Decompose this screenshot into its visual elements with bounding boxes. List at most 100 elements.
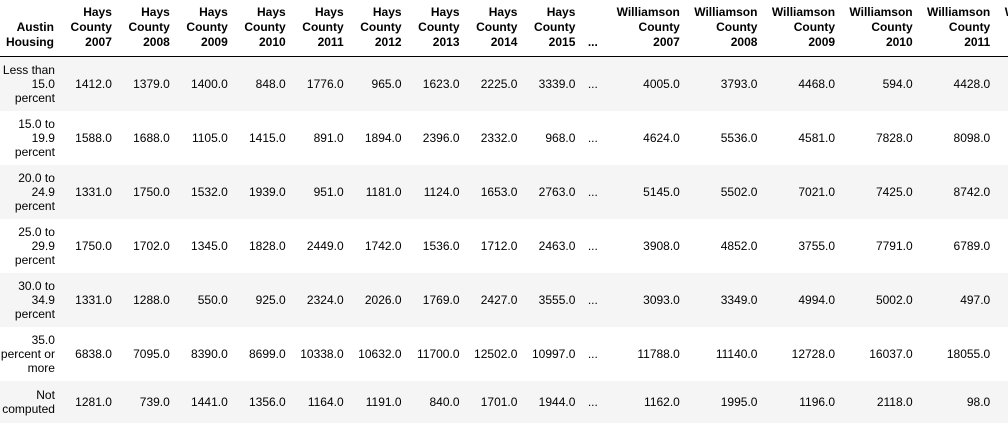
table-cell: 8390.0 — [191, 346, 228, 361]
table-cell: 2427.0 — [480, 292, 518, 307]
table-cell: 840.0 — [429, 394, 460, 409]
column-header: Williamson County 2011 — [916, 0, 995, 57]
table-cell: 8699.0 — [248, 346, 286, 361]
table-cell: 497.0 — [960, 292, 991, 307]
table-cell: 1939.0 — [248, 184, 286, 199]
table-cell: 1412.0 — [75, 76, 112, 91]
table-cell: 1588.0 — [75, 130, 112, 145]
table-cell: 1712.0 — [480, 238, 518, 253]
dataframe-table: Austin Housing Hays County 2007 Hays Coun… — [0, 0, 1008, 423]
table-cell: 3755.0 — [798, 238, 836, 253]
row-label: 30.0 to 34.9 percent — [14, 278, 55, 321]
table-cell: 1750.0 — [75, 238, 112, 253]
table-cell: 11700.0 — [417, 346, 460, 361]
table-cell: 1532.0 — [191, 184, 228, 199]
table-row: Less than 15.0 percent 1412.0 1379.0 1400.0… — [0, 56, 1008, 111]
table-cell: 3093.0 — [643, 292, 680, 307]
table-cell: 1944.0 — [538, 394, 576, 409]
table-cell: 43 — [994, 273, 1008, 327]
column-header: Hays County 2008 — [115, 0, 174, 57]
column-header: Hays County 2013 — [405, 0, 464, 57]
table-cell: 1105.0 — [191, 130, 228, 145]
table-cell: 4468.0 — [798, 76, 836, 91]
table-cell: 2396.0 — [422, 130, 460, 145]
table-cell: 925.0 — [255, 292, 286, 307]
table-cell: 3339.0 — [538, 76, 576, 91]
table-cell: 16037.0 — [869, 346, 913, 361]
table-cell: 1769.0 — [422, 292, 460, 307]
table-cell: 10338.0 — [300, 346, 344, 361]
column-header: Williamson County 2010 — [839, 0, 917, 57]
table-cell: 739.0 — [139, 394, 170, 409]
table-cell: 11140.0 — [715, 346, 758, 361]
table-cell: 1162.0 — [644, 394, 680, 409]
table-cell: 1181.0 — [365, 184, 402, 199]
table-cell: 1623.0 — [422, 76, 460, 91]
table-cell: 7095.0 — [133, 346, 170, 361]
ellipsis-cell: ... — [587, 76, 598, 91]
row-label: 15.0 to 19.9 percent — [14, 116, 55, 159]
table-cell: 72 — [994, 57, 1008, 111]
table-cell: 3555.0 — [538, 292, 576, 307]
table-cell: 1742.0 — [364, 238, 402, 253]
ellipsis-cell: ... — [587, 292, 598, 307]
row-label: Less than 15.0 percent — [2, 62, 55, 105]
table-cell: 4624.0 — [643, 130, 680, 145]
table-cell: 1191.0 — [365, 394, 402, 409]
table-cell: 4428.0 — [953, 76, 991, 91]
table-row: 15.0 to 19.9 percent 1588.0 1688.0 1105.0 14… — [0, 110, 1008, 165]
table-cell: 18055.0 — [946, 346, 991, 361]
table-cell: 1702.0 — [133, 238, 170, 253]
table-cell: 5145.0 — [643, 184, 680, 199]
table-cell: 1701.0 — [480, 394, 518, 409]
table-cell: 7425.0 — [875, 184, 913, 199]
table-cell: 1164.0 — [307, 394, 344, 409]
table-row: 30.0 to 34.9 percent 1331.0 1288.0 550.0 925… — [0, 272, 1008, 327]
table-cell: 1281.0 — [75, 394, 112, 409]
table-cell: 12728.0 — [791, 346, 836, 361]
table-cell: 848.0 — [255, 76, 286, 91]
table-row: Not computed 1281.0 739.0 1441.0 1356.0 1164.… — [0, 380, 1008, 423]
table-cell: 2026.0 — [364, 292, 402, 307]
table-cell: 73 — [994, 165, 1008, 219]
table-cell: 1379.0 — [133, 76, 170, 91]
column-header: Hays County 2007 — [57, 0, 116, 57]
table-cell: 4994.0 — [798, 292, 836, 307]
table-row: 35.0 percent or more 6838.0 7095.0 8390.0 86… — [0, 326, 1008, 381]
table-cell: 951.0 — [313, 184, 344, 199]
index-header: Austin Housing — [0, 0, 58, 57]
ellipsis-cell: ... — [587, 184, 598, 199]
table-cell: 5002.0 — [875, 292, 913, 307]
table-cell: 4852.0 — [720, 238, 758, 253]
table-cell: 79 — [994, 219, 1008, 273]
table-cell: 2449.0 — [306, 238, 344, 253]
table-cell: 6789.0 — [953, 238, 991, 253]
table-cell: 1400.0 — [191, 76, 228, 91]
ellipsis-cell: ... — [587, 346, 598, 361]
column-header: Hays County 2010 — [231, 0, 290, 57]
table-cell: 8742.0 — [953, 184, 991, 199]
table-cell: 2324.0 — [306, 292, 344, 307]
column-header: Williamson County 2012 — [994, 0, 1008, 57]
row-label: 35.0 percent or more — [0, 332, 55, 375]
column-header: Hays County 2015 — [521, 0, 580, 57]
column-header: Hays County 2009 — [173, 0, 232, 57]
table-cell: 594.0 — [882, 76, 913, 91]
table-cell: 965.0 — [371, 76, 402, 91]
ellipsis-cell: ... — [587, 130, 598, 145]
table-cell: 6838.0 — [75, 346, 112, 361]
table-cell: 1688.0 — [133, 130, 170, 145]
table-cell: 1345.0 — [191, 238, 228, 253]
table-cell: 2225.0 — [480, 76, 518, 91]
table-cell: 2118.0 — [876, 394, 913, 409]
table-cell: 1331.0 — [75, 292, 112, 307]
table-cell: 15 — [994, 381, 1008, 423]
table-cell: 2763.0 — [538, 184, 576, 199]
column-header: Williamson County 2008 — [683, 0, 762, 57]
table-cell: 3908.0 — [643, 238, 680, 253]
table-cell: 1331.0 — [75, 184, 112, 199]
table-cell: 1196.0 — [799, 394, 836, 409]
table-cell: 1776.0 — [306, 76, 344, 91]
table-cell: 5502.0 — [720, 184, 758, 199]
